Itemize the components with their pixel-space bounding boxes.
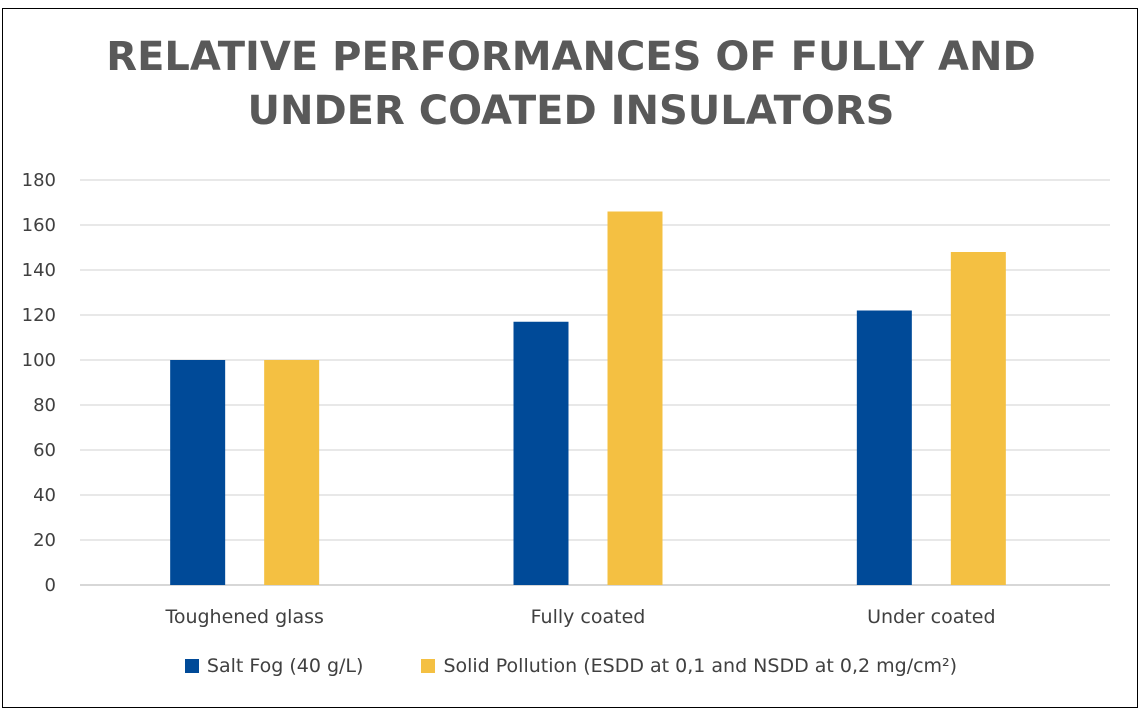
bar-solid-pollution — [950, 252, 1006, 585]
chart-title: RELATIVE PERFORMANCES OF FULLY AND UNDER… — [0, 30, 1142, 138]
x-axis-category-labels: Toughened glass Fully coated Under coated — [164, 606, 995, 628]
x-category-label: Under coated — [867, 606, 995, 628]
y-tick-label: 120 — [22, 305, 56, 326]
x-category-label: Toughened glass — [164, 606, 323, 628]
x-category-label: Fully coated — [531, 606, 646, 628]
y-tick-label: 80 — [33, 395, 56, 416]
chart-frame — [2, 8, 1138, 708]
y-tick-label: 180 — [22, 170, 56, 191]
y-axis-tick-labels: 0 20 40 60 80 100 120 140 160 180 — [22, 170, 56, 596]
legend-label-salt-fog: Salt Fog (40 g/L) — [206, 655, 364, 677]
legend-swatch-salt-fog — [184, 659, 199, 673]
bar-solid-pollution — [264, 360, 320, 585]
bar-salt-fog — [170, 360, 226, 585]
y-tick-label: 40 — [33, 485, 56, 506]
bar-solid-pollution — [607, 211, 663, 585]
legend-swatch-solid-pollution — [421, 659, 436, 673]
y-tick-label: 60 — [33, 440, 56, 461]
gridlines — [80, 179, 1110, 586]
y-tick-label: 100 — [22, 350, 56, 371]
y-tick-label: 140 — [22, 260, 56, 281]
bar-salt-fog — [856, 310, 912, 585]
legend: Salt Fog (40 g/L) Solid Pollution (ESDD … — [0, 655, 1142, 677]
y-tick-label: 20 — [33, 530, 56, 551]
bar-salt-fog — [513, 321, 569, 585]
chart-title-line-1: RELATIVE PERFORMANCES OF FULLY AND — [106, 34, 1036, 80]
chart-title-line-2: UNDER COATED INSULATORS — [247, 88, 895, 134]
legend-label-solid-pollution: Solid Pollution (ESDD at 0,1 and NSDD at… — [443, 655, 958, 677]
legend-item-salt-fog: Salt Fog (40 g/L) — [184, 655, 364, 677]
y-tick-label: 0 — [45, 575, 56, 596]
bars — [170, 211, 1006, 585]
y-tick-label: 160 — [22, 215, 56, 236]
legend-item-solid-pollution: Solid Pollution (ESDD at 0,1 and NSDD at… — [421, 655, 957, 677]
